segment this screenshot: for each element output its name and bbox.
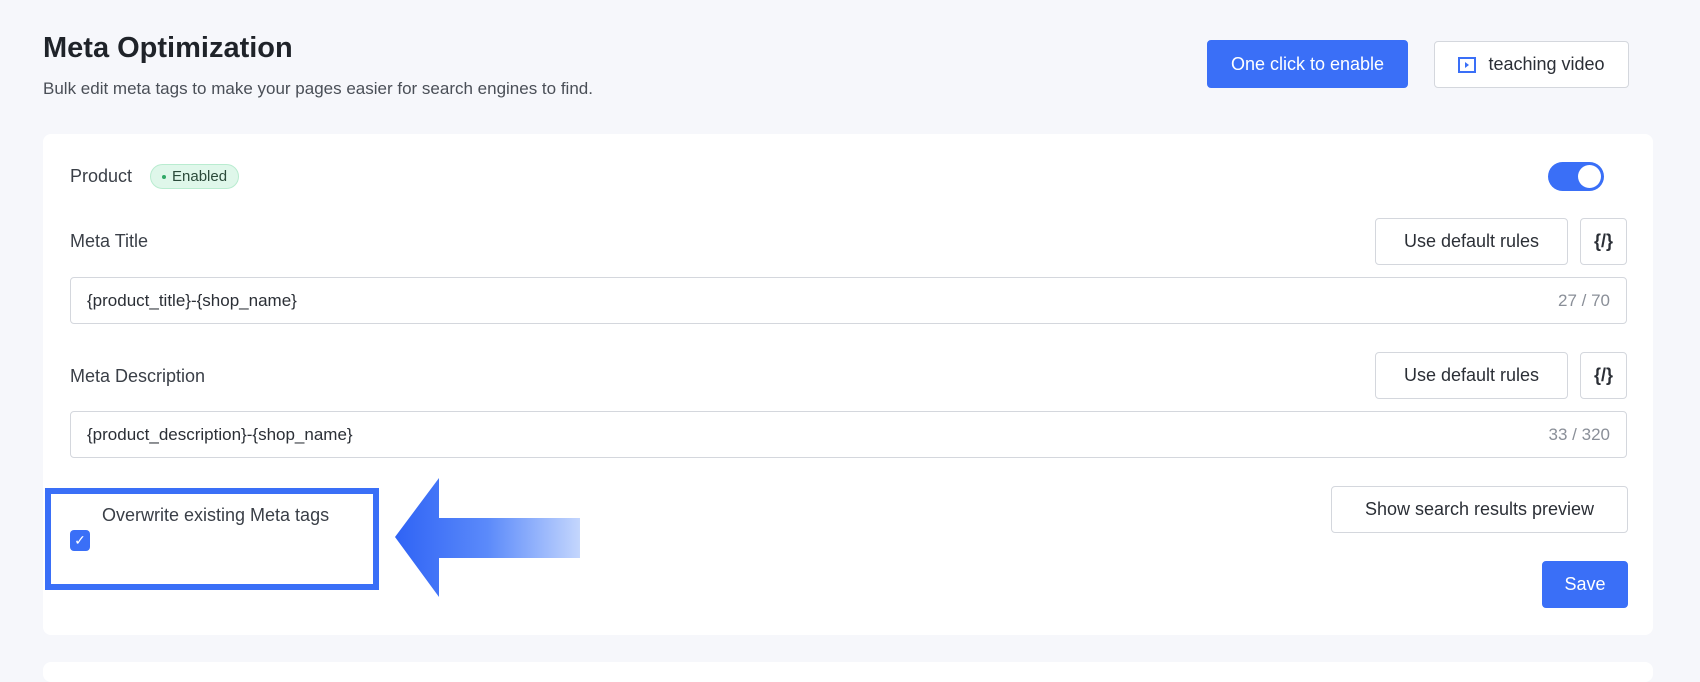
meta-title-count: 27 / 70 — [1558, 290, 1610, 310]
section-label: Product — [70, 166, 133, 186]
teaching-video-button[interactable]: teaching video — [1434, 41, 1629, 88]
meta-description-count: 33 / 320 — [1548, 424, 1610, 444]
meta-description-value: {product_description}-{shop_name} — [87, 424, 353, 444]
meta-title-default-rules-button[interactable]: Use default rules — [1375, 218, 1568, 265]
meta-description-code-button[interactable]: {/} — [1580, 352, 1627, 399]
arrow-left-icon — [395, 478, 580, 597]
page-title: Meta Optimization — [43, 32, 293, 64]
meta-title-code-button[interactable]: {/} — [1580, 218, 1627, 265]
meta-title-input[interactable]: {product_title}-{shop_name} 27 / 70 — [70, 277, 1627, 324]
one-click-enable-button[interactable]: One click to enable — [1207, 40, 1408, 88]
meta-description-label: Meta Description — [70, 366, 206, 386]
status-badge: Enabled — [150, 164, 240, 189]
next-card — [43, 662, 1653, 682]
show-preview-button[interactable]: Show search results preview — [1331, 486, 1628, 533]
overwrite-checkbox[interactable]: ✓ — [70, 530, 90, 551]
meta-description-input[interactable]: {product_description}-{shop_name} 33 / 32… — [70, 411, 1627, 458]
product-toggle[interactable] — [1548, 162, 1604, 191]
toggle-knob — [1578, 165, 1601, 188]
overwrite-label[interactable]: Overwrite existing Meta tags — [102, 505, 330, 525]
meta-title-value: {product_title}-{shop_name} — [87, 290, 297, 310]
highlight-box — [45, 488, 379, 590]
meta-description-default-rules-button[interactable]: Use default rules — [1375, 352, 1568, 399]
meta-title-label: Meta Title — [70, 231, 149, 251]
page-subtitle: Bulk edit meta tags to make your pages e… — [43, 79, 593, 98]
status-badge-label: Enabled — [172, 168, 228, 185]
checkmark-icon: ✓ — [74, 532, 86, 548]
save-button[interactable]: Save — [1542, 561, 1628, 608]
video-icon — [1458, 56, 1477, 73]
status-dot — [162, 174, 166, 179]
teaching-video-label: teaching video — [1488, 54, 1605, 74]
